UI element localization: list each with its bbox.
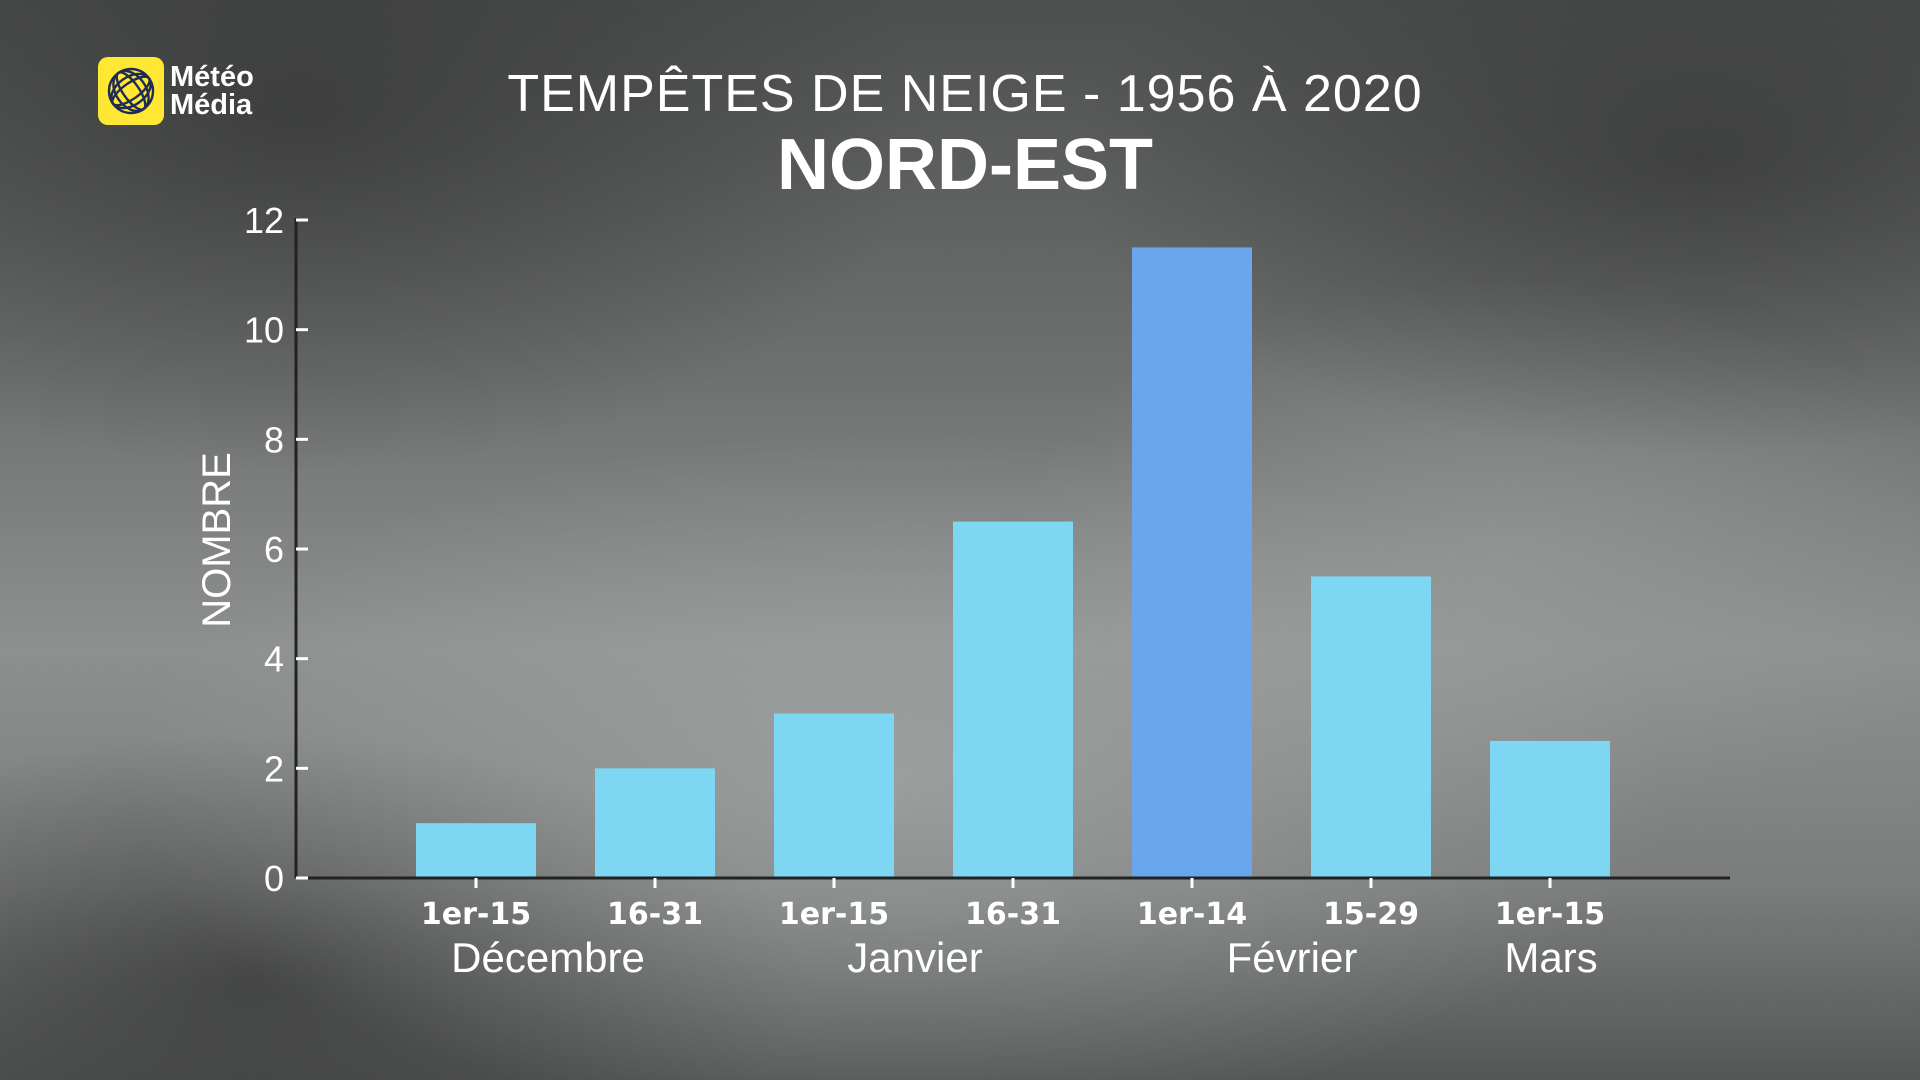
bar-3 (774, 713, 894, 878)
y-axis-label: NOMBRE (195, 452, 239, 628)
month-group-label: Février (1227, 934, 1358, 981)
y-tick-label: 4 (264, 639, 284, 680)
y-tick-label: 10 (244, 310, 284, 351)
bar-6 (1311, 576, 1431, 878)
y-tick-label: 12 (244, 200, 284, 241)
y-tick-label: 8 (264, 419, 284, 460)
y-tick-label: 0 (264, 858, 284, 899)
brand-logo: Météo Média (98, 56, 254, 126)
x-tick-label: 16-31 (965, 897, 1061, 932)
month-group-label: Mars (1504, 934, 1597, 981)
chart-subtitle: NORD-EST (777, 125, 1153, 205)
x-tick-label: 15-29 (1323, 897, 1419, 932)
brand-name-line1: Météo (170, 61, 254, 93)
y-tick-label: 2 (264, 748, 284, 789)
y-tick-label: 6 (264, 529, 284, 570)
bar-2 (595, 768, 715, 878)
bar-4 (953, 521, 1073, 878)
x-tick-label: 1er-15 (779, 897, 889, 932)
chart-title: TEMPÊTES DE NEIGE - 1956 À 2020 (507, 65, 1423, 123)
globe-icon (98, 57, 164, 125)
x-tick-label: 1er-14 (1137, 897, 1247, 932)
x-tick-label: 1er-15 (1495, 897, 1605, 932)
x-tick-label: 16-31 (607, 897, 703, 932)
month-group-label: Décembre (451, 934, 645, 981)
month-group-label: Janvier (847, 934, 982, 981)
bar-5 (1132, 247, 1252, 878)
brand-name: Météo Média (170, 61, 254, 121)
bar-1 (416, 823, 536, 878)
x-tick-label: 1er-15 (421, 897, 531, 932)
brand-name-line2: Média (170, 89, 253, 121)
bar-7 (1490, 740, 1610, 878)
